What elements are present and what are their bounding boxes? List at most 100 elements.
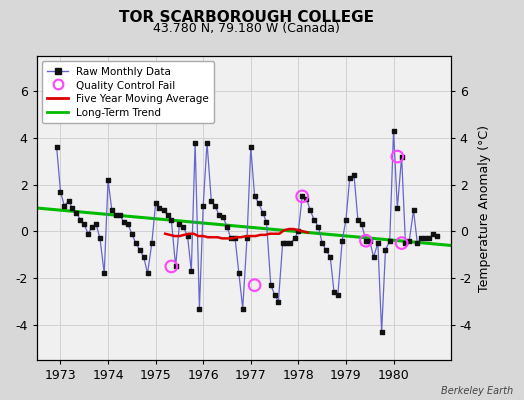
Point: [290, 235, 299, 242]
Point: [302, 196, 311, 202]
Point: [369, 254, 378, 260]
Point: [342, 216, 350, 223]
Point: [286, 240, 294, 246]
Point: [238, 305, 247, 312]
Point: [124, 221, 132, 228]
Point: [175, 221, 183, 228]
Point: [167, 263, 176, 270]
Point: [247, 144, 255, 150]
Point: [195, 305, 204, 312]
Point: [155, 205, 163, 211]
Point: [258, 210, 267, 216]
Point: [187, 268, 195, 274]
Point: [393, 205, 401, 211]
Point: [310, 216, 318, 223]
Point: [84, 230, 92, 237]
Point: [88, 224, 96, 230]
Point: [377, 329, 386, 335]
Point: [267, 282, 275, 288]
Point: [255, 200, 263, 206]
Point: [306, 207, 314, 214]
Point: [366, 238, 374, 244]
Point: [92, 221, 101, 228]
Point: [282, 240, 291, 246]
Point: [132, 240, 140, 246]
Point: [357, 221, 366, 228]
Point: [294, 228, 302, 234]
Legend: Raw Monthly Data, Quality Control Fail, Five Year Moving Average, Long-Term Tren: Raw Monthly Data, Quality Control Fail, …: [42, 61, 214, 124]
Point: [263, 219, 271, 225]
Point: [139, 254, 148, 260]
Point: [144, 270, 152, 277]
Point: [116, 212, 124, 218]
Point: [389, 128, 398, 134]
Y-axis label: Temperature Anomaly (°C): Temperature Anomaly (°C): [477, 124, 490, 292]
Point: [417, 235, 425, 242]
Point: [425, 235, 433, 242]
Point: [381, 247, 390, 253]
Point: [52, 144, 61, 150]
Point: [199, 202, 208, 209]
Point: [163, 212, 172, 218]
Point: [112, 212, 121, 218]
Point: [119, 219, 128, 225]
Point: [429, 230, 437, 237]
Point: [298, 193, 307, 200]
Point: [374, 240, 382, 246]
Point: [250, 193, 259, 200]
Point: [207, 198, 215, 204]
Point: [219, 214, 227, 220]
Point: [100, 270, 108, 277]
Point: [80, 221, 89, 228]
Point: [60, 202, 69, 209]
Point: [250, 282, 259, 288]
Text: TOR SCARBOROUGH COLLEGE: TOR SCARBOROUGH COLLEGE: [119, 10, 374, 25]
Point: [433, 233, 442, 239]
Point: [270, 291, 279, 298]
Point: [77, 216, 85, 223]
Point: [338, 238, 346, 244]
Point: [421, 235, 430, 242]
Point: [128, 230, 136, 237]
Point: [345, 174, 354, 181]
Point: [393, 153, 401, 160]
Point: [401, 240, 410, 246]
Point: [354, 216, 362, 223]
Point: [96, 235, 104, 242]
Point: [413, 240, 421, 246]
Point: [362, 238, 370, 244]
Point: [215, 212, 223, 218]
Point: [322, 247, 330, 253]
Point: [318, 240, 326, 246]
Point: [334, 291, 342, 298]
Point: [330, 289, 339, 295]
Point: [64, 198, 73, 204]
Point: [243, 235, 251, 242]
Point: [104, 177, 112, 183]
Text: 43.780 N, 79.180 W (Canada): 43.780 N, 79.180 W (Canada): [153, 22, 340, 35]
Point: [56, 188, 64, 195]
Text: Berkeley Earth: Berkeley Earth: [441, 386, 514, 396]
Point: [136, 247, 144, 253]
Point: [151, 200, 160, 206]
Point: [405, 238, 413, 244]
Point: [148, 240, 156, 246]
Point: [397, 153, 406, 160]
Point: [298, 193, 307, 200]
Point: [203, 139, 211, 146]
Point: [171, 263, 180, 270]
Point: [223, 224, 231, 230]
Point: [350, 172, 358, 178]
Point: [72, 210, 80, 216]
Point: [226, 235, 235, 242]
Point: [409, 207, 418, 214]
Point: [159, 207, 168, 214]
Point: [326, 254, 334, 260]
Point: [179, 224, 188, 230]
Point: [68, 205, 77, 211]
Point: [314, 224, 323, 230]
Point: [235, 270, 243, 277]
Point: [167, 216, 176, 223]
Point: [191, 139, 199, 146]
Point: [362, 238, 370, 244]
